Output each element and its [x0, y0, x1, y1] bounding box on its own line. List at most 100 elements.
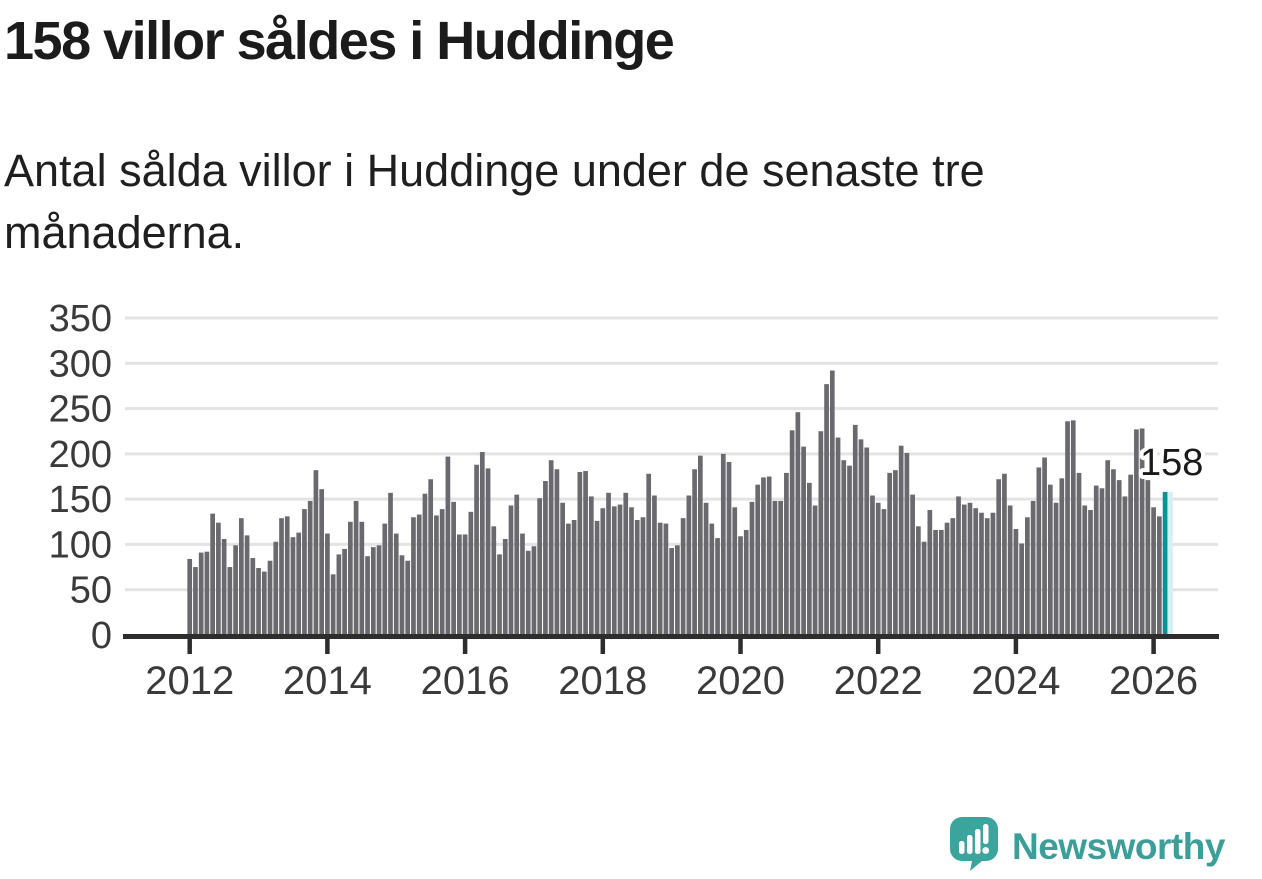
- bar: [606, 492, 611, 635]
- bar: [227, 567, 233, 635]
- bar: [537, 498, 543, 635]
- bar: [1082, 505, 1088, 635]
- bar: [416, 514, 422, 635]
- bar: [187, 558, 193, 635]
- bar: [1013, 529, 1019, 635]
- bar: [560, 502, 565, 635]
- bar: [204, 551, 210, 635]
- bar: [852, 424, 858, 635]
- bar: [1093, 485, 1099, 635]
- bar: [514, 494, 520, 635]
- bar: [577, 471, 583, 635]
- bar: [198, 552, 204, 635]
- bar: [1059, 478, 1065, 635]
- bar: [1076, 472, 1082, 635]
- bar: [1122, 496, 1128, 635]
- bar: [772, 500, 778, 635]
- y-axis-label: 50: [70, 570, 112, 612]
- bar: [302, 509, 307, 635]
- bar: [870, 495, 875, 635]
- y-axis-label: 300: [49, 343, 112, 385]
- bar: [1007, 505, 1013, 635]
- bar: [233, 545, 238, 635]
- bar: [428, 479, 434, 635]
- bar: [784, 472, 789, 635]
- bar: [726, 462, 732, 635]
- bar: [743, 529, 749, 635]
- bar: [652, 495, 657, 635]
- bar: [399, 555, 405, 635]
- bar: [858, 439, 864, 635]
- bar: [1047, 484, 1053, 635]
- bar: [720, 453, 726, 635]
- bar: [686, 495, 692, 635]
- bar: [405, 560, 411, 635]
- x-axis-label: 2020: [696, 659, 785, 703]
- bar: [388, 492, 393, 635]
- bar: [841, 460, 847, 635]
- bar: [1105, 460, 1111, 635]
- bar: [1065, 421, 1070, 635]
- bar: [950, 518, 956, 635]
- x-axis-label: 2014: [283, 659, 372, 703]
- bar: [502, 538, 508, 635]
- bar: [715, 538, 720, 635]
- bar: [1128, 474, 1133, 635]
- bar: [617, 504, 623, 635]
- exclamation-dot: [982, 847, 990, 854]
- bar: [944, 522, 950, 635]
- y-axis-label: 200: [49, 434, 112, 476]
- bar: [1116, 480, 1122, 635]
- bar: [342, 548, 347, 635]
- chart-bar-small: [959, 841, 965, 854]
- y-axis-label: 150: [49, 479, 112, 521]
- bar: [755, 484, 761, 635]
- bar: [474, 464, 479, 635]
- y-axis-label: 250: [49, 389, 112, 431]
- y-axis-label: 100: [49, 524, 112, 566]
- bar: [875, 502, 881, 635]
- bar: [365, 556, 370, 635]
- bar: [319, 489, 325, 635]
- bar: [525, 550, 531, 635]
- bar: [709, 523, 715, 635]
- bar: [393, 533, 399, 635]
- bar: [778, 500, 784, 635]
- bar: [910, 494, 915, 635]
- bar: [588, 496, 594, 635]
- bar: [1070, 420, 1076, 635]
- bar: [732, 507, 738, 635]
- bar: [457, 534, 462, 635]
- x-axis-label: 2024: [971, 659, 1060, 703]
- bar: [485, 468, 491, 635]
- x-axis-label: 2016: [421, 659, 510, 703]
- bar: [887, 472, 893, 635]
- bar: [829, 370, 835, 635]
- x-axis-label: 2026: [1109, 659, 1198, 703]
- bar: [984, 518, 990, 635]
- newsworthy-logo: Newsworthy: [950, 817, 1225, 876]
- bar: [996, 479, 1002, 635]
- bar: [807, 482, 812, 635]
- bar: [571, 519, 577, 635]
- bar: [973, 508, 979, 635]
- bar: [1099, 488, 1105, 635]
- highlight-halo: [1167, 491, 1173, 635]
- bar: [818, 431, 824, 635]
- bar: [795, 412, 801, 635]
- bar: [663, 523, 669, 635]
- bar: [1156, 516, 1162, 635]
- bar: [267, 560, 273, 635]
- bar: [479, 452, 485, 635]
- bar: [881, 509, 887, 635]
- bar: [1036, 467, 1042, 635]
- bar: [307, 500, 313, 635]
- highlight-bar: [1162, 491, 1168, 635]
- bar: [445, 456, 451, 635]
- bar: [669, 548, 674, 635]
- bar: [864, 447, 870, 635]
- bar: [543, 481, 548, 635]
- bar: [1088, 510, 1093, 635]
- subtitle-line: månaderna.: [4, 207, 245, 259]
